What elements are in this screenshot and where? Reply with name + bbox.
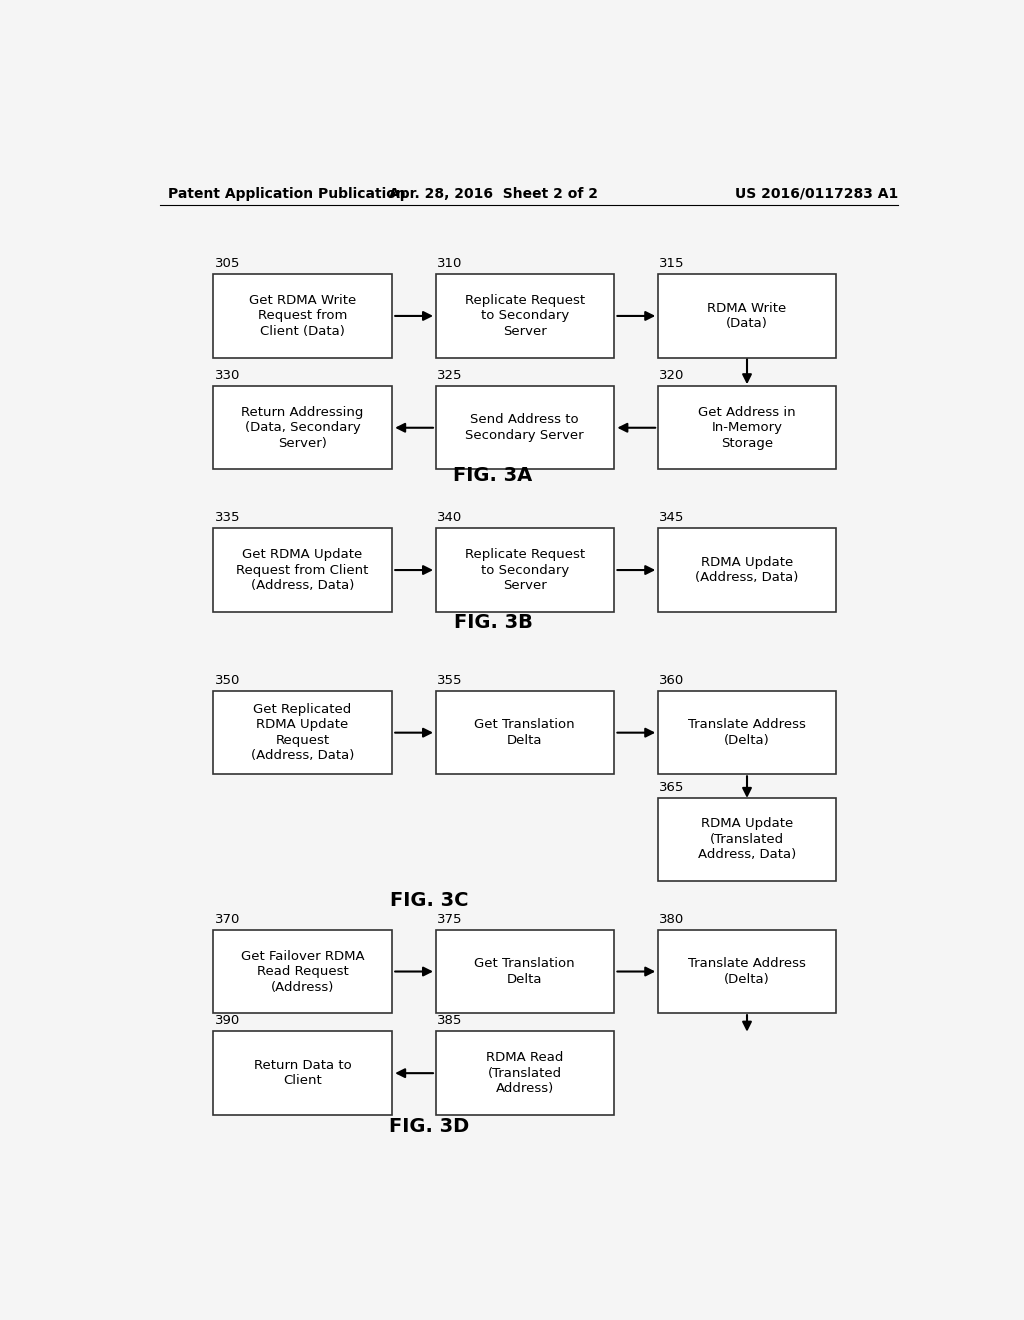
Text: 385: 385 — [437, 1015, 463, 1027]
Text: RDMA Read
(Translated
Address): RDMA Read (Translated Address) — [486, 1051, 563, 1096]
Text: 325: 325 — [437, 370, 463, 381]
Bar — [657, 528, 837, 611]
Text: 355: 355 — [437, 675, 463, 686]
Bar — [435, 385, 614, 470]
Text: RDMA Update
(Translated
Address, Data): RDMA Update (Translated Address, Data) — [698, 817, 796, 862]
Text: 350: 350 — [215, 675, 241, 686]
Text: Replicate Request
to Secondary
Server: Replicate Request to Secondary Server — [465, 548, 585, 593]
Text: Return Data to
Client: Return Data to Client — [254, 1059, 351, 1088]
Bar — [213, 275, 392, 358]
Bar — [435, 275, 614, 358]
Bar — [657, 385, 837, 470]
Text: Replicate Request
to Secondary
Server: Replicate Request to Secondary Server — [465, 294, 585, 338]
Bar — [657, 929, 837, 1014]
Bar — [435, 929, 614, 1014]
Text: Get Failover RDMA
Read Request
(Address): Get Failover RDMA Read Request (Address) — [241, 949, 365, 994]
Text: FIG. 3A: FIG. 3A — [454, 466, 532, 484]
Text: Apr. 28, 2016  Sheet 2 of 2: Apr. 28, 2016 Sheet 2 of 2 — [388, 187, 598, 201]
Text: RDMA Update
(Address, Data): RDMA Update (Address, Data) — [695, 556, 799, 585]
Bar — [213, 385, 392, 470]
Text: Get Replicated
RDMA Update
Request
(Address, Data): Get Replicated RDMA Update Request (Addr… — [251, 704, 354, 763]
Bar — [213, 528, 392, 611]
Text: FIG. 3B: FIG. 3B — [454, 614, 532, 632]
Text: 375: 375 — [437, 913, 463, 925]
Text: 315: 315 — [659, 257, 685, 271]
Text: Get Address in
In-Memory
Storage: Get Address in In-Memory Storage — [698, 405, 796, 450]
Bar — [657, 690, 837, 775]
Text: Translate Address
(Delta): Translate Address (Delta) — [688, 718, 806, 747]
Text: 335: 335 — [215, 511, 241, 524]
Text: Get RDMA Write
Request from
Client (Data): Get RDMA Write Request from Client (Data… — [249, 294, 356, 338]
Text: Patent Application Publication: Patent Application Publication — [168, 187, 406, 201]
Text: FIG. 3D: FIG. 3D — [389, 1117, 470, 1135]
Text: 370: 370 — [215, 913, 241, 925]
Text: FIG. 3C: FIG. 3C — [390, 891, 469, 909]
Text: 380: 380 — [659, 913, 685, 925]
Bar — [435, 1031, 614, 1115]
Text: 360: 360 — [659, 675, 685, 686]
Text: US 2016/0117283 A1: US 2016/0117283 A1 — [734, 187, 898, 201]
Bar — [435, 690, 614, 775]
Bar — [657, 797, 837, 880]
Text: 320: 320 — [659, 370, 685, 381]
Bar — [435, 528, 614, 611]
Bar — [213, 690, 392, 775]
Bar — [657, 275, 837, 358]
Text: RDMA Write
(Data): RDMA Write (Data) — [708, 302, 786, 330]
Bar — [213, 1031, 392, 1115]
Text: 390: 390 — [215, 1015, 241, 1027]
Text: 305: 305 — [215, 257, 241, 271]
Text: 330: 330 — [215, 370, 241, 381]
Text: Return Addressing
(Data, Secondary
Server): Return Addressing (Data, Secondary Serve… — [242, 405, 364, 450]
Text: 345: 345 — [659, 511, 685, 524]
Bar — [213, 929, 392, 1014]
Text: 310: 310 — [437, 257, 463, 271]
Text: Get Translation
Delta: Get Translation Delta — [474, 957, 575, 986]
Text: Translate Address
(Delta): Translate Address (Delta) — [688, 957, 806, 986]
Text: 340: 340 — [437, 511, 463, 524]
Text: Send Address to
Secondary Server: Send Address to Secondary Server — [466, 413, 584, 442]
Text: 365: 365 — [659, 780, 685, 793]
Text: Get Translation
Delta: Get Translation Delta — [474, 718, 575, 747]
Text: Get RDMA Update
Request from Client
(Address, Data): Get RDMA Update Request from Client (Add… — [237, 548, 369, 593]
